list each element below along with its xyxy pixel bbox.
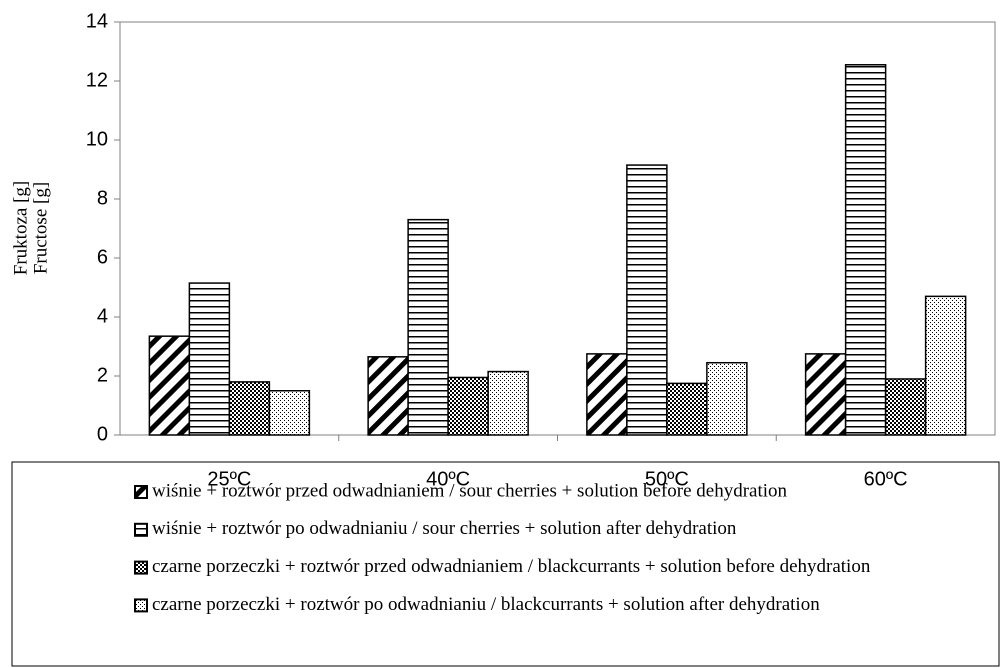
x-tick-label: 40ºC xyxy=(426,468,470,490)
bar xyxy=(228,381,271,436)
bar xyxy=(447,376,489,436)
bar xyxy=(188,282,231,436)
legend-swatch xyxy=(134,522,148,537)
legend-box xyxy=(11,461,1000,667)
y-tick-label: 6 xyxy=(97,246,108,268)
bar xyxy=(706,361,748,436)
bar xyxy=(924,295,967,436)
y-axis-title-line: Fructose [g] xyxy=(30,182,51,274)
bar xyxy=(884,378,927,436)
legend-swatch xyxy=(134,598,148,613)
y-tick-label: 8 xyxy=(97,187,108,209)
bar xyxy=(804,353,847,436)
legend-label: czarne porzeczki + roztwór przed odwadni… xyxy=(152,556,871,577)
x-tick-label: 60ºC xyxy=(864,468,908,490)
bar xyxy=(487,370,529,436)
legend-swatch xyxy=(134,560,148,575)
legend-label: wiśnie + roztwór przed odwadnianiem / so… xyxy=(152,480,788,501)
legend-label: wiśnie + roztwór po odwadnianiu / sour c… xyxy=(152,518,737,539)
y-axis-title-line: Fruktoza [g] xyxy=(10,181,31,275)
bar xyxy=(844,64,887,436)
bar xyxy=(407,218,449,436)
legend-swatch xyxy=(134,485,148,499)
bar xyxy=(626,164,668,436)
legend-label: czarne porzeczki + roztwór po odwadniani… xyxy=(152,594,820,615)
y-tick-label: 12 xyxy=(86,69,108,91)
y-tick-label: 14 xyxy=(86,10,108,32)
y-tick-label: 2 xyxy=(97,364,108,386)
x-tick-label: 25ºC xyxy=(207,468,251,490)
y-tick-label: 4 xyxy=(97,305,108,327)
y-axis-title: Fruktoza [g] Fructose [g] xyxy=(10,181,51,275)
bar xyxy=(367,356,409,436)
bar xyxy=(268,390,311,436)
y-tick-label: 10 xyxy=(86,128,108,150)
bar xyxy=(666,382,708,436)
bar xyxy=(586,353,628,436)
y-tick-label: 0 xyxy=(97,423,108,445)
bar xyxy=(148,335,191,436)
x-tick-label: 50ºC xyxy=(645,468,689,490)
